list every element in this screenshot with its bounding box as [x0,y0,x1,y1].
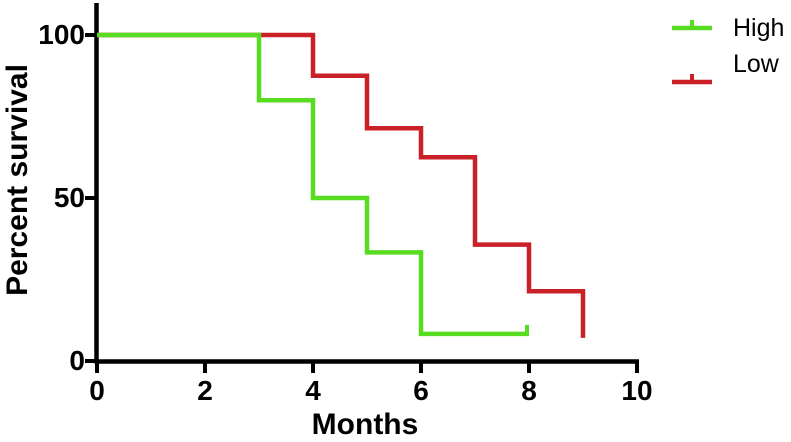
y-tick-label-50: 50 [53,182,85,213]
y-axis-title: Percent survival [1,64,34,296]
x-tick-label-8: 8 [521,375,537,406]
x-tick-label-6: 6 [413,375,429,406]
y-tick-label-100: 100 [38,19,85,50]
legend-label-high: High [733,14,785,42]
x-tick-label-4: 4 [305,375,321,406]
y-tick-label-0: 0 [69,345,85,376]
x-axis-title: Months [311,408,419,441]
legend-label-low: Low [733,50,779,78]
x-tick-label-2: 2 [197,375,213,406]
x-tick-label-0: 0 [89,375,105,406]
x-tick-label-10: 10 [621,375,653,406]
